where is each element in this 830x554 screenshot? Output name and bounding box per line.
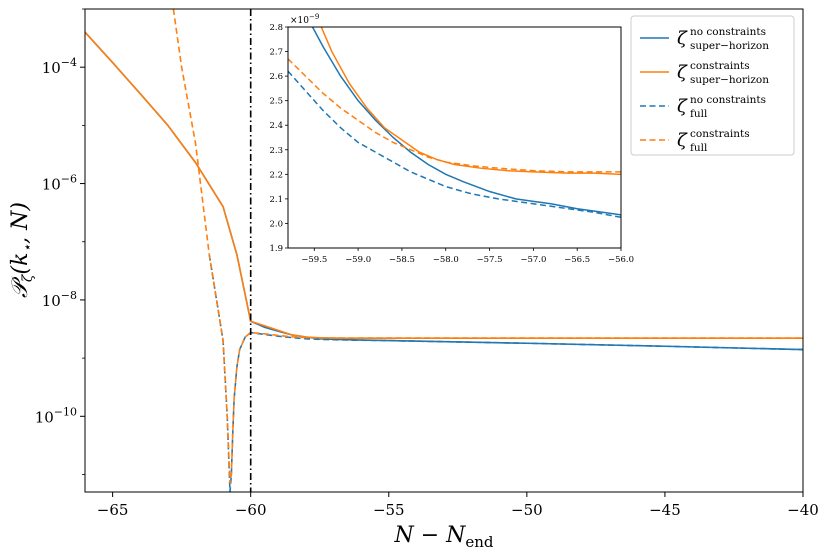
inset-y-tick-label: 2.7 [269, 48, 283, 58]
main-y-tick-label: 10−4 [42, 56, 77, 77]
svg-text:no constraints: no constraints [690, 26, 766, 38]
inset-y-tick-label: 1.9 [269, 244, 283, 254]
legend-label-3: ζ constraints full [677, 128, 750, 154]
svg-text:no constraints: no constraints [690, 94, 766, 106]
inset-series-line-3 [288, 58, 621, 173]
inset-y-multiplier: ×10−9 [290, 13, 319, 26]
main-series-line-3 [172, 9, 803, 484]
main-y-tick-label: 10−8 [42, 289, 77, 310]
legend-box [630, 15, 795, 156]
legend-label-2: ζ no constraints full [677, 94, 766, 120]
main-series-line-2 [208, 254, 803, 492]
inset-background [288, 27, 621, 248]
inset-x-tick-label: −56.5 [564, 255, 590, 265]
main-series-line-1 [85, 31, 803, 339]
inset-y-tick-label: 2.8 [269, 23, 283, 33]
inset-x-tick-label: −58.5 [389, 255, 415, 265]
svg-text:super−horizon: super−horizon [690, 74, 769, 86]
inset-y-tick-label: 2.0 [269, 219, 283, 229]
main-x-ticks: −65 −60 −55 −50 −45 −40 [97, 492, 819, 519]
inset-series-line-2 [288, 70, 621, 219]
main-x-tick-label: −40 [787, 501, 819, 519]
inset-y-tick-label: 2.2 [269, 170, 283, 180]
y-axis-label: 𝒫ζ(k⋆, N) [8, 202, 36, 298]
main-axes-frame [84, 8, 804, 493]
inset-y-tick-label: 2.6 [269, 72, 283, 82]
inset-series-group [288, 27, 621, 219]
main-x-tick-label: −60 [235, 501, 267, 519]
inset-x-tick-label: −59.0 [345, 255, 371, 265]
main-series-group [85, 9, 803, 492]
main-x-tick-label: −45 [649, 501, 681, 519]
main-x-tick-label: −55 [373, 501, 405, 519]
inset-series-line-0 [311, 27, 621, 216]
main-y-ticks: 10−4 10−6 10−8 10−10 [35, 8, 85, 475]
inset-x-tick-label: −56.0 [608, 255, 634, 265]
inset-x-tick-label: −57.0 [520, 255, 546, 265]
inset-x-tick-label: −57.5 [477, 255, 503, 265]
svg-text:constraints: constraints [690, 128, 750, 140]
svg-text:super−horizon: super−horizon [690, 40, 769, 52]
inset-plot: −59.5 −59.0 −58.5 −58.0 −57.5 −57.0 −56.5 −56.0… [269, 13, 634, 265]
inset-y-tick-label: 2.5 [269, 97, 283, 107]
svg-text:constraints: constraints [690, 60, 750, 72]
svg-text:full: full [690, 108, 708, 120]
inset-y-tick-label: 2.1 [269, 195, 283, 205]
svg-text:ζ: ζ [677, 62, 688, 83]
legend-label-0: ζ no constraints super−horizon [677, 26, 769, 52]
inset-y-tick-label: 2.3 [269, 146, 283, 156]
svg-text:full: full [690, 142, 708, 154]
main-x-tick-label: −65 [97, 501, 129, 519]
svg-text:ζ: ζ [677, 130, 688, 151]
inset-x-ticks: −59.5 −59.0 −58.5 −58.0 −57.5 −57.0 −56.5 −56.0 [301, 248, 634, 265]
main-y-tick-label: 10−10 [35, 405, 77, 426]
svg-text:ζ: ζ [677, 28, 688, 49]
inset-y-tick-label: 2.4 [269, 121, 283, 131]
inset-y-ticks: 1.9 2.0 2.1 2.2 2.3 2.4 2.5 2.6 2.7 2.8 [269, 23, 288, 254]
inset-x-tick-label: −58.0 [433, 255, 459, 265]
main-y-tick-label: 10−6 [42, 173, 77, 194]
legend-label-1: ζ constraints super−horizon [677, 60, 769, 86]
inset-x-tick-label: −59.5 [301, 255, 327, 265]
main-plot: −65 −60 −55 −50 −45 −40 10−410−610−810−10 N −… [8, 8, 819, 551]
main-x-tick-label: −50 [511, 501, 543, 519]
inset-axes-frame [287, 26, 622, 249]
svg-text:ζ: ζ [677, 96, 688, 117]
